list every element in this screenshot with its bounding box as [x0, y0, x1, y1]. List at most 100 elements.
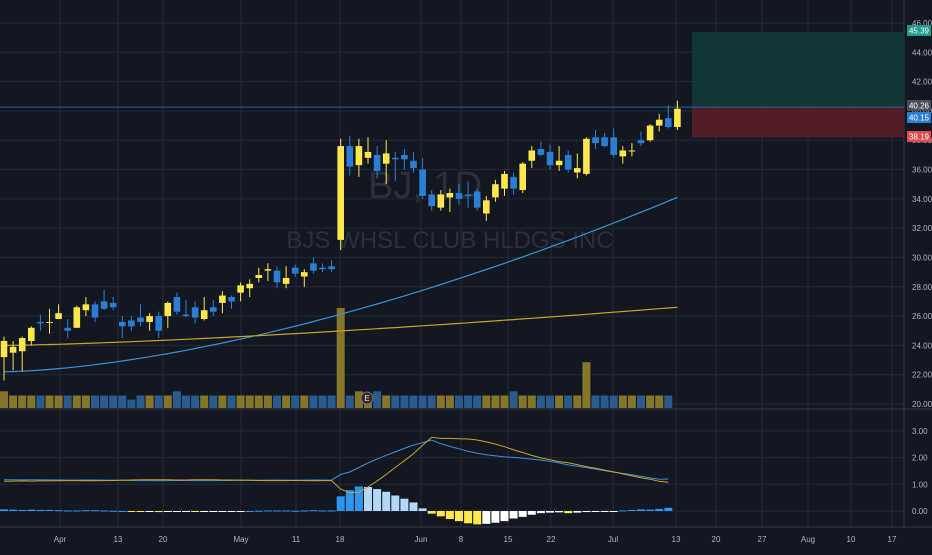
macd-histogram-bar — [54, 510, 63, 512]
candle[interactable] — [455, 184, 463, 205]
candle[interactable] — [574, 153, 581, 179]
stop-zone[interactable] — [692, 107, 904, 138]
volume-bar — [291, 395, 300, 408]
macd-histogram-bar — [18, 509, 27, 511]
candle[interactable] — [401, 149, 408, 170]
candle[interactable] — [364, 137, 372, 164]
candle[interactable] — [91, 301, 99, 322]
candle[interactable] — [473, 188, 481, 211]
candle[interactable] — [555, 146, 563, 172]
candle[interactable] — [273, 266, 281, 289]
candle[interactable] — [264, 263, 272, 281]
candle[interactable] — [155, 311, 162, 339]
macd-histogram-bar — [72, 510, 81, 512]
candle[interactable] — [437, 190, 445, 211]
candle[interactable] — [64, 319, 71, 339]
candle[interactable] — [564, 150, 572, 173]
candle[interactable] — [73, 305, 81, 328]
volume-bar — [655, 395, 664, 408]
candle[interactable] — [646, 124, 654, 142]
candle[interactable] — [37, 314, 44, 331]
candle[interactable] — [337, 138, 344, 251]
earnings-marker[interactable]: E — [360, 391, 374, 405]
macd-histogram-bar — [509, 511, 518, 519]
candle[interactable] — [191, 301, 199, 324]
candle[interactable] — [392, 151, 399, 182]
candle[interactable] — [291, 264, 299, 277]
candle[interactable] — [228, 295, 235, 309]
candle[interactable] — [665, 105, 672, 129]
candle[interactable] — [346, 135, 354, 176]
candle[interactable] — [501, 171, 508, 196]
candle[interactable] — [410, 151, 417, 173]
candle[interactable] — [537, 141, 545, 157]
macd-histogram-bar — [627, 509, 636, 511]
candle[interactable] — [628, 143, 636, 157]
candle[interactable] — [373, 146, 381, 179]
candle[interactable] — [0, 336, 8, 381]
candle[interactable] — [483, 195, 490, 221]
candle[interactable] — [592, 129, 599, 150]
candle[interactable] — [610, 128, 617, 158]
candle[interactable] — [446, 188, 454, 213]
candle[interactable] — [510, 172, 517, 195]
candle[interactable] — [428, 190, 435, 211]
candle-body — [628, 150, 636, 152]
candle[interactable] — [601, 132, 608, 148]
candle[interactable] — [492, 179, 499, 202]
target-zone[interactable] — [692, 31, 904, 108]
candle[interactable] — [464, 181, 472, 208]
candle-body — [264, 269, 272, 271]
candle[interactable] — [109, 297, 117, 311]
candle[interactable] — [319, 263, 326, 273]
candle[interactable] — [137, 304, 144, 327]
price-tick-label: 42.00 — [912, 78, 932, 87]
candlestick-series[interactable] — [0, 100, 681, 381]
candle-body — [655, 119, 663, 126]
candle[interactable] — [173, 292, 181, 315]
candle[interactable] — [219, 291, 226, 314]
candle[interactable] — [282, 266, 290, 289]
candle[interactable] — [100, 289, 108, 311]
candle[interactable] — [328, 260, 335, 273]
macd-histogram-bar — [127, 511, 136, 512]
candle[interactable] — [55, 304, 62, 320]
candle[interactable] — [528, 146, 536, 169]
candle[interactable] — [82, 297, 90, 317]
candle[interactable] — [28, 326, 35, 346]
candle[interactable] — [583, 137, 590, 176]
candle[interactable] — [182, 299, 190, 318]
candle[interactable] — [355, 138, 363, 177]
macd-histogram-bar — [473, 511, 482, 525]
candle[interactable] — [9, 340, 17, 371]
candle[interactable] — [128, 316, 135, 331]
earnings-icon[interactable] — [360, 391, 374, 405]
volume-bar — [136, 395, 145, 408]
candle[interactable] — [18, 336, 26, 372]
candle[interactable] — [237, 282, 244, 302]
candle[interactable] — [619, 146, 627, 164]
candle[interactable] — [246, 279, 253, 298]
candle[interactable] — [164, 301, 172, 328]
candle[interactable] — [310, 257, 317, 274]
candle[interactable] — [46, 308, 53, 334]
candle[interactable] — [674, 100, 681, 130]
candle-body — [382, 153, 390, 164]
candle[interactable] — [146, 313, 153, 331]
candle[interactable] — [301, 269, 308, 287]
candle[interactable] — [419, 157, 426, 199]
candle[interactable] — [210, 299, 217, 317]
macd-histogram-bar — [364, 486, 372, 511]
candle[interactable] — [546, 144, 554, 170]
candle-body — [537, 149, 545, 155]
candle[interactable] — [519, 162, 526, 193]
candle[interactable] — [637, 131, 645, 147]
candle[interactable] — [119, 316, 126, 339]
candle[interactable] — [255, 267, 263, 283]
candle[interactable] — [655, 113, 663, 132]
macd-histogram-bar — [236, 511, 245, 512]
candle[interactable] — [382, 140, 390, 185]
candle[interactable] — [200, 297, 208, 321]
